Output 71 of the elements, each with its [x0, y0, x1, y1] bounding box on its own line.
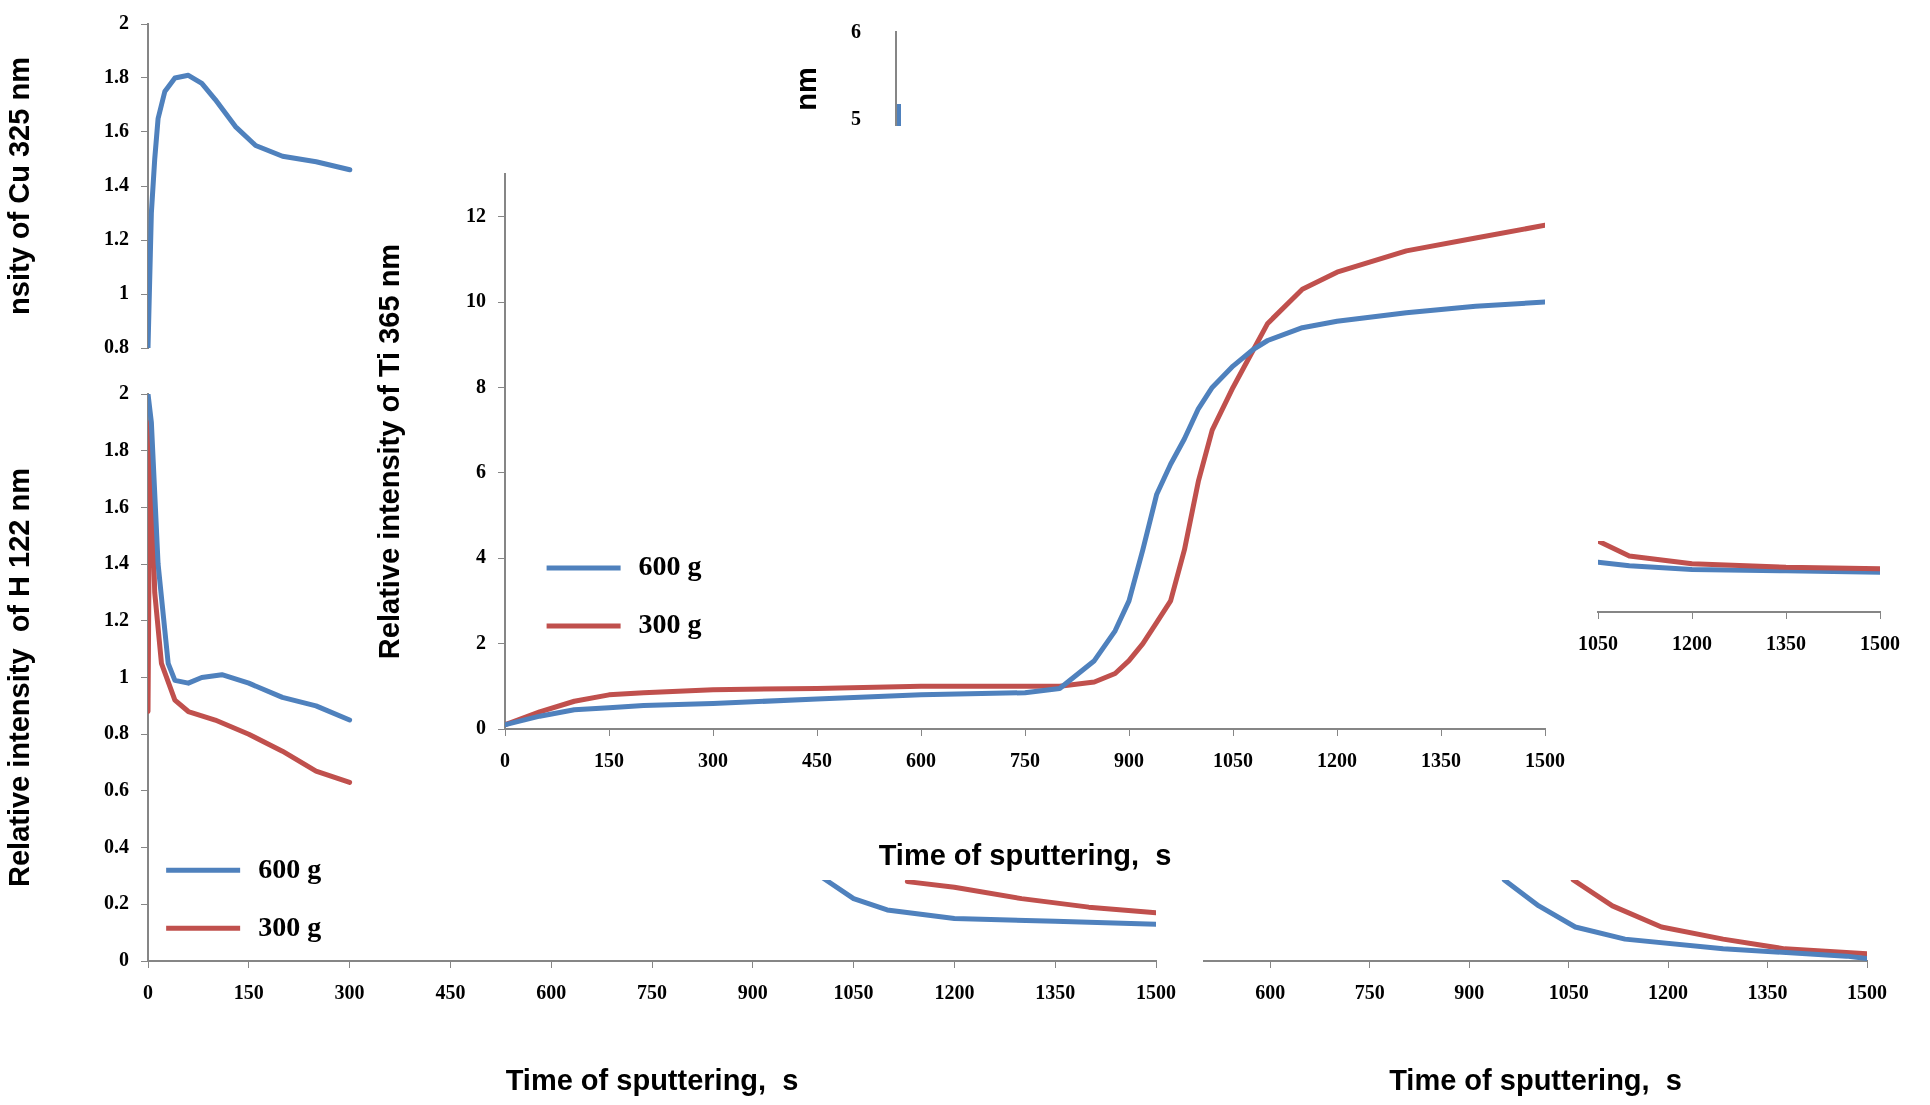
y-tick-label: 0 [476, 716, 486, 739]
x-tick-label: 1350 [1747, 981, 1788, 1004]
y-tick-label: 1.6 [104, 494, 129, 517]
y-tick-label: 1.2 [104, 227, 129, 250]
y-tick-label: 0.8 [104, 335, 129, 358]
x-tick-label: 900 [737, 981, 768, 1004]
x-tick-label: 450 [435, 981, 466, 1004]
y-tick-label: 10 [466, 289, 486, 312]
legend-label: 300 g [258, 910, 322, 942]
x-tick-label: 0 [143, 981, 153, 1004]
x-tick-label: 150 [594, 749, 624, 772]
x-tick-label: 1050 [1548, 981, 1589, 1004]
x-tick-label: 1200 [1317, 749, 1357, 772]
y-axis-title: Relative intensity of Ti 365 nm [373, 243, 406, 660]
x-tick-label: 1500 [1136, 981, 1176, 1004]
y-tick-label: 2 [119, 11, 129, 34]
x-tick-label: 1050 [1578, 632, 1618, 655]
y-tick-label: 1.8 [104, 65, 129, 88]
legend-label: 600 g [638, 550, 702, 582]
x-axis-title: Time of sputtering, s [505, 1063, 799, 1096]
x-tick-label: 1350 [1035, 981, 1076, 1004]
x-tick-label: 750 [1354, 981, 1385, 1004]
x-tick-label: 1500 [1847, 981, 1887, 1004]
y-tick-label: 0.2 [104, 891, 129, 914]
y-tick-label: 2 [119, 381, 129, 404]
x-tick-label: 0 [500, 749, 510, 772]
y-tick-label: 12 [466, 203, 486, 226]
x-tick-label: 1350 [1766, 632, 1806, 655]
x-tick-label: 750 [637, 981, 667, 1004]
x-axis-title: Time of sputtering, s [878, 838, 1172, 871]
legend-label: 300 g [638, 608, 702, 640]
annotation: 5 [851, 107, 861, 129]
y-tick-label: 1.6 [104, 119, 129, 142]
x-tick-label: 1500 [1860, 632, 1900, 655]
y-tick-label: 6 [476, 460, 486, 483]
legend-label: 600 g [258, 852, 322, 884]
y-tick-label: 1.4 [104, 551, 129, 574]
x-tick-label: 450 [802, 749, 832, 772]
y-tick-label: 8 [476, 374, 486, 397]
y-tick-label: 0.4 [104, 834, 129, 857]
x-tick-label: 600 [536, 981, 567, 1004]
x-tick-label: 750 [1010, 749, 1040, 772]
x-tick-label: 600 [906, 749, 936, 772]
y-tick-label: 0.8 [104, 721, 129, 744]
x-axis-title: Time of sputtering, s [1389, 1063, 1682, 1096]
y-tick-label: 4 [476, 545, 486, 568]
x-tick-label: 1050 [833, 981, 874, 1004]
x-tick-label: 1200 [1648, 981, 1689, 1004]
y-tick-label: 0 [119, 948, 129, 971]
y-tick-label: 1 [119, 664, 129, 687]
y-axis-title: nsity of Cu 325 nm [3, 57, 36, 315]
x-tick-label: 1200 [1672, 632, 1712, 655]
x-tick-label: 1200 [934, 981, 975, 1004]
y-tick-label: 1.4 [104, 173, 129, 196]
y-tick-label: 1 [119, 281, 129, 304]
y-axis-title: Relative intensity of H 122 nm [3, 467, 36, 888]
x-tick-label: 300 [334, 981, 365, 1004]
y-tick-label: 2 [476, 630, 486, 653]
x-tick-label: 1050 [1213, 749, 1253, 772]
x-tick-label: 900 [1454, 981, 1485, 1004]
y-tick-label: 0.6 [104, 778, 129, 801]
annotation: nm [789, 67, 822, 111]
x-tick-label: 1350 [1421, 749, 1461, 772]
y-tick-label: 1.8 [104, 437, 129, 460]
x-tick-label: 900 [1114, 749, 1144, 772]
x-tick-label: 150 [233, 981, 264, 1004]
x-tick-label: 600 [1255, 981, 1286, 1004]
x-tick-label: 300 [698, 749, 728, 772]
y-tick-label: 1.2 [104, 607, 129, 630]
annotation: 6 [851, 20, 861, 42]
x-tick-label: 1500 [1525, 749, 1565, 772]
